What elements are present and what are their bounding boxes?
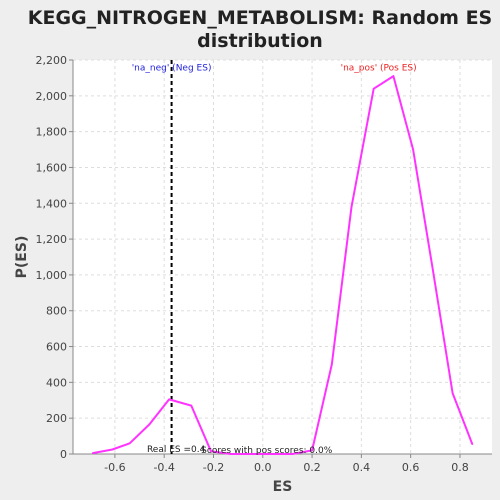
y-axis-label: P(ES) bbox=[14, 236, 30, 279]
chart-annotation: 'na_neg' (Neg ES) bbox=[132, 64, 212, 74]
data-point bbox=[168, 399, 170, 401]
data-point bbox=[112, 449, 114, 451]
y-tick-label: 2,200 bbox=[36, 54, 68, 67]
chart-annotation: Real ES =0.4 bbox=[147, 445, 206, 455]
y-tick-label: 1,400 bbox=[36, 197, 68, 210]
y-tick-label: 1,000 bbox=[36, 269, 68, 282]
x-tick-label: -0.2 bbox=[203, 461, 224, 474]
data-point bbox=[92, 452, 94, 454]
data-point bbox=[149, 424, 151, 426]
chart-annotation: Scores with pos scores: 0.0% bbox=[201, 446, 333, 456]
data-point bbox=[471, 443, 473, 445]
data-point bbox=[412, 149, 414, 151]
x-tick-label: -0.6 bbox=[104, 461, 125, 474]
y-tick-label: 600 bbox=[46, 341, 67, 354]
y-tick-label: 800 bbox=[46, 305, 67, 318]
chart-title: distribution bbox=[197, 30, 323, 52]
y-tick-label: 1,600 bbox=[36, 161, 68, 174]
y-tick-label: 0 bbox=[60, 448, 67, 461]
chart-annotation: 'na_pos' (Pos ES) bbox=[341, 64, 417, 74]
plot-area bbox=[73, 60, 492, 454]
x-tick-label: 0.6 bbox=[402, 461, 420, 474]
y-tick-label: 1,200 bbox=[36, 233, 68, 246]
x-tick-label: 0.2 bbox=[303, 461, 321, 474]
x-tick-label: 0.0 bbox=[254, 461, 272, 474]
y-tick-label: 400 bbox=[46, 376, 67, 389]
data-point bbox=[393, 75, 395, 77]
x-tick-label: 0.8 bbox=[451, 461, 469, 474]
x-axis-label: ES bbox=[273, 479, 293, 495]
data-point bbox=[373, 88, 375, 90]
y-tick-label: 2,000 bbox=[36, 90, 68, 103]
y-tick-label: 200 bbox=[46, 412, 67, 425]
x-tick-label: -0.4 bbox=[153, 461, 174, 474]
data-point bbox=[129, 442, 131, 444]
data-point bbox=[432, 269, 434, 271]
data-point bbox=[351, 206, 353, 208]
data-point bbox=[191, 405, 193, 407]
data-point bbox=[452, 392, 454, 394]
chart-title: KEGG_NITROGEN_METABOLISM: Random ES bbox=[28, 7, 492, 29]
y-tick-label: 1,800 bbox=[36, 126, 68, 139]
data-point bbox=[331, 364, 333, 366]
x-tick-label: 0.4 bbox=[353, 461, 371, 474]
